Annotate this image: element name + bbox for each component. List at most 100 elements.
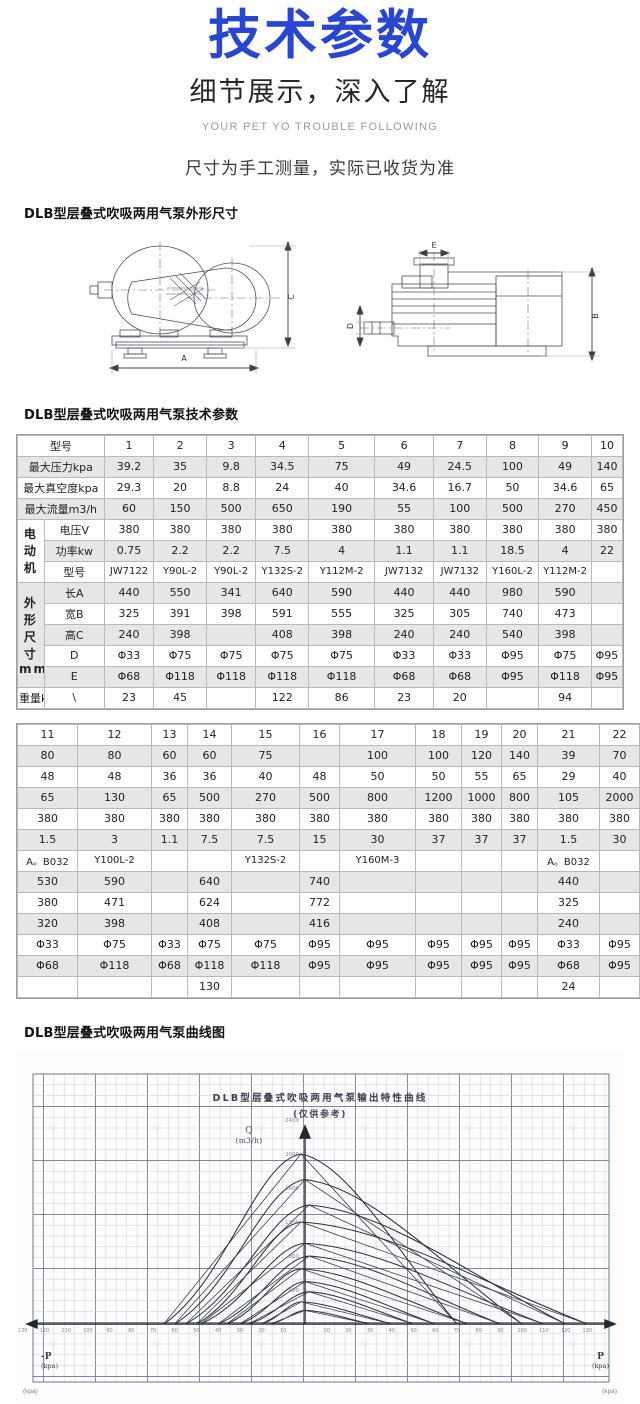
cell: Φ118 bbox=[77, 954, 152, 977]
cell: 398 bbox=[538, 623, 592, 646]
cell: 0.75 bbox=[103, 539, 155, 562]
curve-6 bbox=[217, 1255, 501, 1325]
cell: 398 bbox=[153, 623, 207, 646]
cell: Φ68 bbox=[151, 954, 188, 977]
table-row: 130 24 bbox=[17, 975, 640, 998]
cell: Y132S-2 bbox=[255, 560, 310, 583]
cell: Φ95 bbox=[299, 954, 340, 977]
svg-text:40: 40 bbox=[389, 1328, 395, 1334]
cell bbox=[461, 891, 502, 914]
row-label-weight-sub: \ bbox=[43, 686, 105, 709]
spec-table-2: 11 12 13 14 15 16 17 18 19 20 21 22 80 8… bbox=[17, 723, 640, 998]
cell bbox=[339, 891, 416, 914]
cell: 70 bbox=[599, 744, 640, 767]
cell bbox=[599, 849, 640, 872]
table-row: 最大压力kpa 39.2 35 9.8 34.5 75 49 24.5 100 … bbox=[17, 455, 624, 478]
svg-text:110: 110 bbox=[539, 1328, 549, 1334]
cell: 40 bbox=[231, 765, 300, 788]
cell: 555 bbox=[308, 602, 376, 625]
page-subtitle-english: YOUR PET YO TROUBLE FOLLOWING bbox=[201, 120, 439, 133]
row-label-motor-model: 型号 bbox=[43, 560, 105, 583]
cell: 80 bbox=[77, 744, 152, 767]
cell bbox=[151, 891, 188, 914]
cell: 440 bbox=[103, 581, 155, 604]
cell: 240 bbox=[432, 623, 487, 646]
cell: 30 bbox=[339, 828, 416, 851]
row-group-motor: 电动机 bbox=[17, 518, 45, 583]
cell: Φ118 bbox=[255, 665, 310, 688]
cell: 240 bbox=[374, 623, 434, 646]
cell: 398 bbox=[77, 912, 152, 935]
x-axis-right-unit: (kpa) bbox=[591, 1361, 609, 1370]
cell-model-6: 6 bbox=[374, 434, 434, 457]
chart-corner-unit-right: (kpa) bbox=[602, 1387, 617, 1395]
cell: 55 bbox=[374, 497, 434, 520]
cell bbox=[151, 870, 188, 893]
cell: 75 bbox=[308, 455, 376, 478]
table-row: Φ33 Φ75 Φ33 Φ75 Φ75 Φ95 Φ95 Φ95 Φ95 Φ95 … bbox=[17, 933, 640, 956]
svg-text:100: 100 bbox=[517, 1328, 527, 1334]
cell: 500 bbox=[299, 786, 340, 809]
cell: A。B032 bbox=[537, 849, 600, 872]
cell: Φ95 bbox=[415, 933, 462, 956]
table-row: 320 398 408 416 240 bbox=[17, 912, 640, 935]
table-row: E Φ68 Φ118 Φ118 Φ118 Φ118 Φ68 Φ68 Φ95 Φ1… bbox=[18, 665, 624, 688]
table-row: 80 80 60 60 75 100 100 120 140 39 70 bbox=[17, 744, 640, 767]
cell: 380 bbox=[461, 807, 502, 830]
cell: Φ75 bbox=[538, 644, 592, 667]
cell: 800 bbox=[339, 786, 416, 809]
cell: Φ95 bbox=[599, 954, 640, 977]
chart-y-axis-label: Q (m3/h) bbox=[229, 1126, 269, 1145]
cell: 60 bbox=[151, 744, 188, 767]
cell: 1000 bbox=[461, 786, 502, 809]
cell: Φ95 bbox=[501, 933, 538, 956]
cell: Φ75 bbox=[187, 933, 232, 956]
cell: 540 bbox=[485, 623, 540, 646]
cell-model-5: 5 bbox=[308, 434, 376, 457]
x-axis-left-unit: (kpa) bbox=[41, 1361, 59, 1370]
cell: Φ33 bbox=[374, 644, 434, 667]
table-row: 功率kw 0.75 2.2 2.2 7.5 4 1.1 1.1 18.5 4 2… bbox=[18, 539, 624, 562]
cell: Φ75 bbox=[153, 644, 207, 667]
cell: JW7122 bbox=[103, 560, 155, 583]
cell: 100 bbox=[339, 744, 416, 767]
cell: 49 bbox=[538, 455, 592, 478]
cell: 341 bbox=[205, 581, 257, 604]
cell: 65 bbox=[151, 786, 188, 809]
svg-text:20: 20 bbox=[258, 1328, 264, 1334]
row-label-model: 型号 bbox=[17, 434, 105, 457]
cell: 380 bbox=[308, 518, 376, 541]
cell: 1.5 bbox=[17, 828, 78, 851]
cell: 398 bbox=[308, 623, 376, 646]
cell: 150 bbox=[153, 497, 207, 520]
cell bbox=[151, 849, 188, 872]
row-label-max-flow: 最大流量m3/h bbox=[17, 497, 105, 520]
outline-dimension-drawing: C A bbox=[20, 230, 620, 380]
cell: 140 bbox=[501, 744, 538, 767]
cell: 1200 bbox=[415, 786, 462, 809]
cell: 2000 bbox=[599, 786, 640, 809]
cell: 380 bbox=[151, 807, 188, 830]
row-label-height: 高C bbox=[43, 623, 105, 646]
cell bbox=[151, 975, 188, 998]
cell: 7.5 bbox=[255, 539, 310, 562]
cell: Φ95 bbox=[590, 644, 624, 667]
table-row: 高C 240 398 408 398 240 240 540 398 bbox=[18, 623, 624, 646]
cell: 440 bbox=[432, 581, 487, 604]
cell-model-18: 18 bbox=[415, 723, 462, 746]
cell: Φ95 bbox=[461, 933, 502, 956]
cell: Φ68 bbox=[432, 665, 487, 688]
cell: 471 bbox=[77, 891, 152, 914]
cell: 530 bbox=[17, 870, 78, 893]
cell bbox=[501, 870, 538, 893]
cell bbox=[461, 849, 502, 872]
cell: 24 bbox=[255, 476, 310, 499]
cell bbox=[77, 975, 152, 998]
cell: 105 bbox=[537, 786, 600, 809]
cell-model-11: 11 bbox=[17, 723, 78, 746]
cell: 48 bbox=[299, 765, 340, 788]
svg-text:80: 80 bbox=[476, 1328, 482, 1334]
cell: 75 bbox=[231, 744, 300, 767]
cell: 60 bbox=[103, 497, 155, 520]
cell: 48 bbox=[17, 765, 78, 788]
